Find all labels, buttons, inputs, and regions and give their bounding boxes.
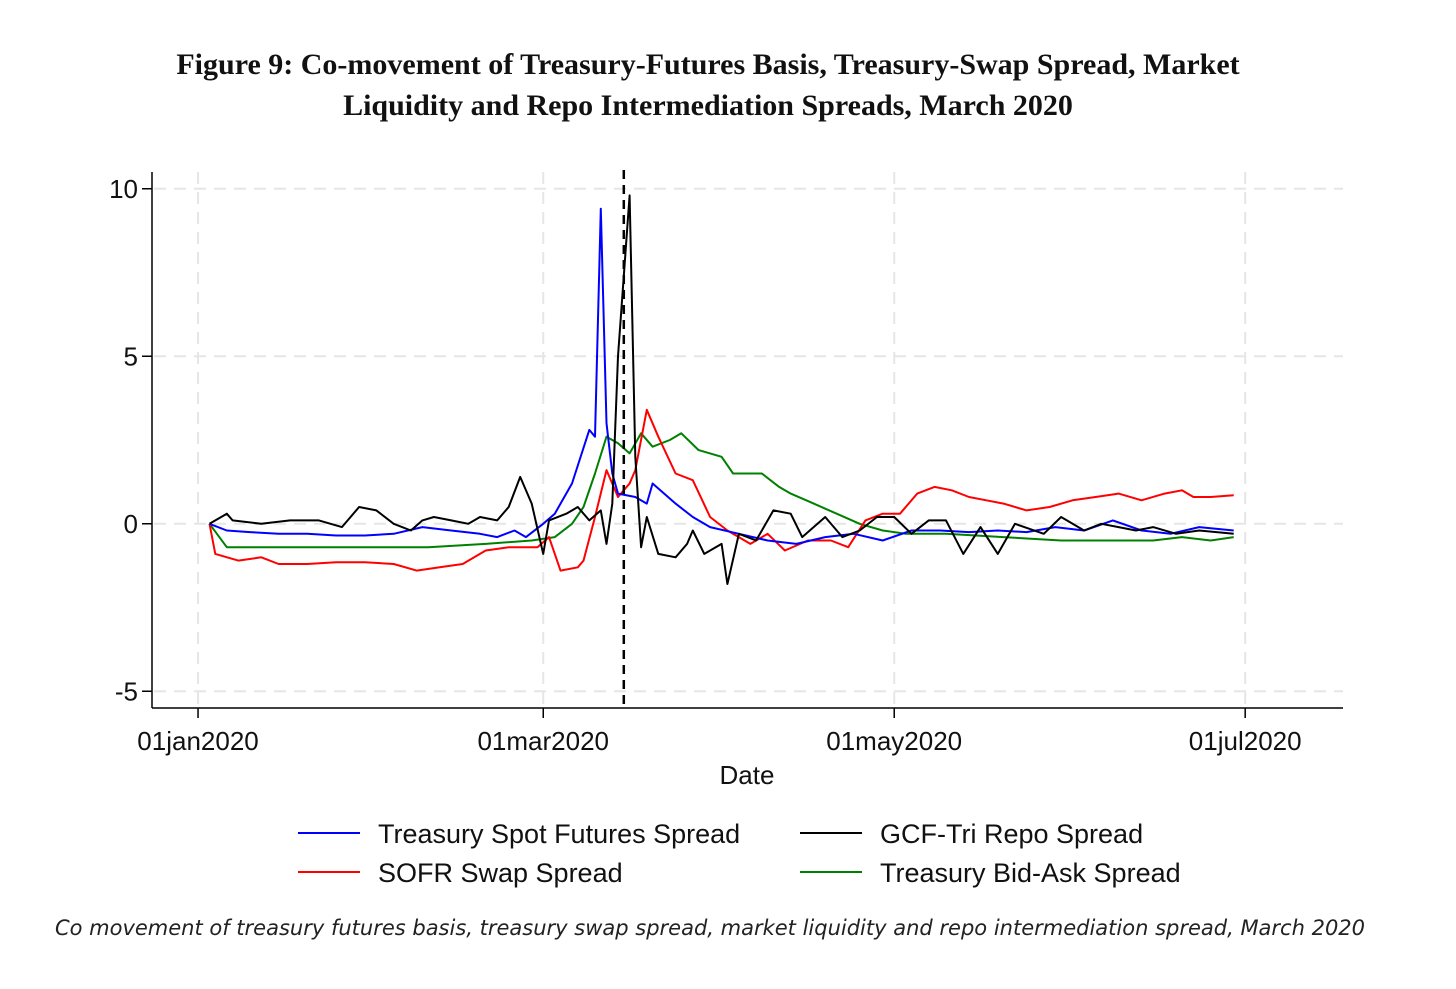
x-tick-label: 01mar2020 bbox=[477, 726, 609, 756]
series-line-treasury-bid-ask-spread bbox=[208, 432, 1234, 549]
title-line-1: Figure 9: Co-movement of Treasury-Future… bbox=[176, 48, 1240, 81]
x-tick-label: 01may2020 bbox=[826, 726, 962, 756]
x-tick-label: 01jan2020 bbox=[137, 726, 258, 756]
figure-caption: Co movement of treasury futures basis, t… bbox=[54, 916, 1366, 940]
legend-label-sofr-swap-spread: SOFR Swap Spread bbox=[378, 858, 623, 888]
series-line-gcf-tri-repo-spread bbox=[208, 194, 1234, 585]
x-axis-title: Date bbox=[720, 760, 775, 790]
y-tick-label: 0 bbox=[124, 509, 138, 539]
chart-canvas: -5 0 5 10 01jan2020 01mar2020 01may2020 01jul2… bbox=[109, 170, 1343, 888]
legend-label-treasury-bid-ask-spread: Treasury Bid-Ask Spread bbox=[880, 858, 1181, 888]
legend-label-gcf-tri-repo-spread: GCF-Tri Repo Spread bbox=[880, 819, 1143, 849]
y-tick-label: -5 bbox=[115, 676, 138, 706]
x-tick-label: 01jul2020 bbox=[1189, 726, 1302, 756]
y-ticks: -5 0 5 10 bbox=[109, 174, 152, 706]
grid-lines bbox=[154, 172, 1343, 706]
legend-label-treasury-spot-futures-spread: Treasury Spot Futures Spread bbox=[378, 819, 740, 849]
series-line-treasury-spot-futures-spread bbox=[209, 207, 1234, 545]
legend: Treasury Spot Futures Spread GCF-Tri Repo… bbox=[298, 819, 1181, 888]
series-line-sofr-swap-spread bbox=[208, 408, 1234, 572]
title-line-2: Liquidity and Repo Intermediation Spread… bbox=[343, 89, 1073, 122]
y-tick-label: 10 bbox=[109, 174, 138, 204]
figure-title: Figure 9: Co-movement of Treasury-Future… bbox=[0, 44, 1416, 126]
y-tick-label: 5 bbox=[124, 341, 138, 371]
series-lines bbox=[208, 194, 1234, 585]
axes bbox=[151, 172, 1343, 709]
x-ticks: 01jan2020 01mar2020 01may2020 01jul2020 bbox=[137, 708, 1302, 756]
